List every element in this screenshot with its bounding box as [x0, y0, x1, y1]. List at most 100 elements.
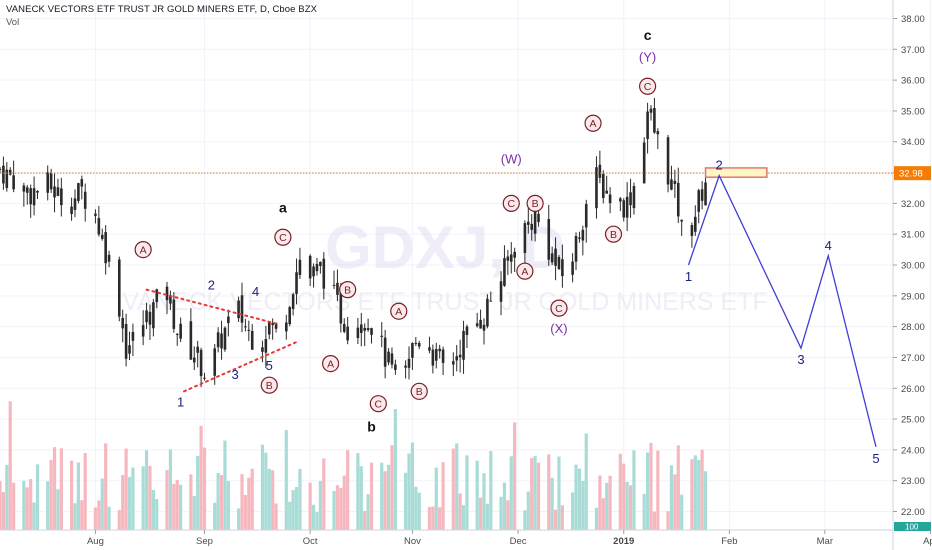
circled-wave-label: A	[395, 306, 402, 318]
circled-wave-label: B	[610, 229, 617, 241]
volume-bar	[73, 503, 77, 530]
time-axis[interactable]: AugSepOctNovDec2019FebMarAprMay	[0, 529, 932, 547]
candle-body	[694, 216, 697, 232]
candle-body	[404, 365, 407, 368]
volume-bar	[339, 487, 343, 530]
volume-bar	[22, 480, 26, 530]
volume-bar	[291, 490, 295, 530]
volume-bar	[475, 460, 479, 530]
volume-bar	[656, 450, 660, 530]
time-tick-label: Aug	[87, 536, 104, 547]
candle-body	[0, 168, 2, 170]
candle-body	[625, 196, 629, 218]
candle-body	[240, 295, 244, 323]
candle-body	[220, 333, 223, 349]
candle-body	[632, 186, 636, 209]
price-tick-label: 22.00	[901, 507, 925, 518]
candle-body	[49, 172, 53, 190]
volume-bar	[322, 458, 326, 530]
volume-bar	[628, 485, 633, 530]
candle-body	[407, 358, 411, 368]
circled-wave-label: C	[507, 198, 515, 210]
wave-overlays: 1 2 3 4 5 1 2 3 4 5 a b c (W) (X) (Y) A B C B A A C B C B A C A B C	[0, 27, 893, 466]
volume-bar	[458, 493, 462, 530]
chart-title: VANECK VECTORS ETF TRUST JR GOLD MINERS …	[6, 4, 318, 15]
candle-body	[322, 258, 326, 289]
circled-wave-label: B	[416, 386, 423, 398]
time-tick-label: Sep	[196, 536, 213, 547]
candle-body	[227, 316, 230, 324]
volume-bar	[104, 443, 108, 530]
circled-wave-marker	[638, 77, 657, 95]
volume-bar	[35, 464, 40, 530]
candle-body	[2, 165, 5, 184]
volume-bar	[192, 495, 196, 530]
candle-body	[690, 225, 694, 236]
candle-body	[342, 324, 346, 332]
candle-body	[676, 182, 680, 217]
volume-bar	[240, 474, 244, 530]
resistance-zone-box	[704, 167, 768, 178]
price-tick-label: 28.00	[901, 322, 925, 333]
candle-body	[117, 259, 121, 317]
candle-body	[80, 179, 84, 187]
candle-body	[179, 323, 182, 339]
volume-bar	[8, 401, 12, 530]
wave-label: (W)	[501, 151, 522, 166]
circled-wave-marker	[322, 355, 340, 373]
wave-label: c	[644, 27, 652, 43]
volume-bar	[216, 473, 220, 530]
volume-bar	[642, 493, 646, 530]
projection-wave-path	[687, 173, 877, 447]
volume-bar	[434, 467, 438, 530]
volume-bar	[29, 479, 33, 530]
volume-bar	[179, 484, 183, 530]
candle-body	[336, 282, 339, 295]
candle-body	[83, 191, 87, 209]
candle-body	[104, 232, 107, 264]
volume-bar	[533, 456, 537, 530]
candle-body	[359, 324, 363, 333]
candle-body	[574, 236, 578, 262]
volume-bar	[168, 449, 173, 530]
volume-bar	[608, 475, 612, 530]
candle-body	[452, 361, 455, 365]
circled-wave-marker	[369, 395, 387, 413]
volume-bar	[571, 492, 575, 530]
volume-bar	[601, 498, 605, 530]
volume-bar	[403, 472, 408, 530]
candle-body	[128, 345, 131, 354]
volume-bar	[523, 510, 527, 530]
candle-body	[513, 251, 516, 258]
volume-bar	[308, 482, 312, 530]
candle-body	[642, 142, 646, 184]
price-axis[interactable]: 38.0037.0036.0035.0034.0033.0032.0031.00…	[892, 0, 931, 550]
circled-wave-marker	[410, 382, 428, 400]
candle-body	[107, 254, 111, 262]
volume-bar	[315, 511, 319, 530]
chart-grid	[0, 0, 931, 530]
candle-body	[680, 219, 683, 222]
candle-body	[271, 322, 274, 326]
candle-body	[411, 343, 414, 358]
volume-bar	[342, 475, 346, 530]
candle-body	[216, 332, 220, 348]
volume-bar	[465, 455, 469, 530]
volume-bar	[274, 503, 278, 530]
volume-bar	[407, 453, 411, 530]
candle-body	[366, 328, 370, 331]
wave-label: 2	[208, 278, 215, 293]
circled-wave-label: A	[140, 244, 147, 256]
candle-body	[267, 321, 271, 335]
volume-bar	[502, 482, 507, 530]
volume-bar	[390, 445, 394, 530]
candle-body	[25, 187, 29, 193]
candle-body	[462, 331, 465, 360]
volume-bar	[100, 478, 104, 530]
circled-wave-marker	[339, 281, 357, 299]
candle-body	[356, 327, 360, 338]
volume-bar	[676, 445, 680, 530]
volume-bar	[69, 460, 74, 530]
time-tick-label: Feb	[721, 536, 737, 547]
